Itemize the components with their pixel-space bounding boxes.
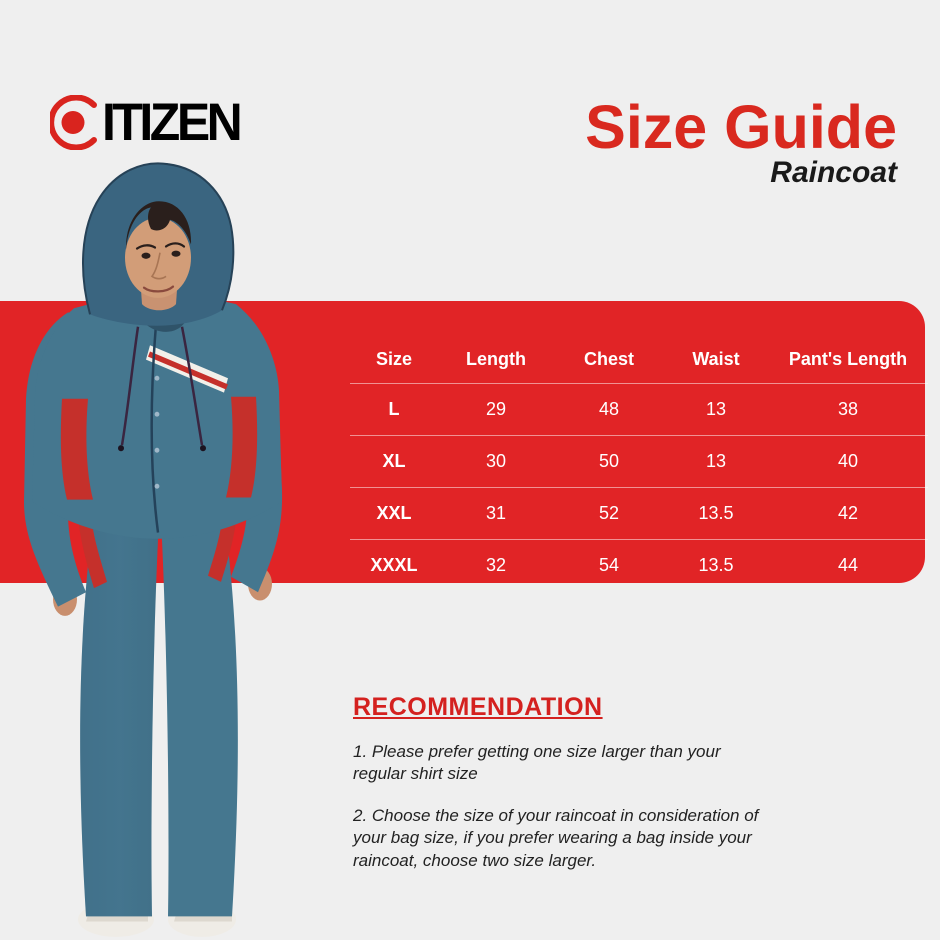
svg-text:ITIZEN: ITIZEN	[102, 95, 240, 150]
